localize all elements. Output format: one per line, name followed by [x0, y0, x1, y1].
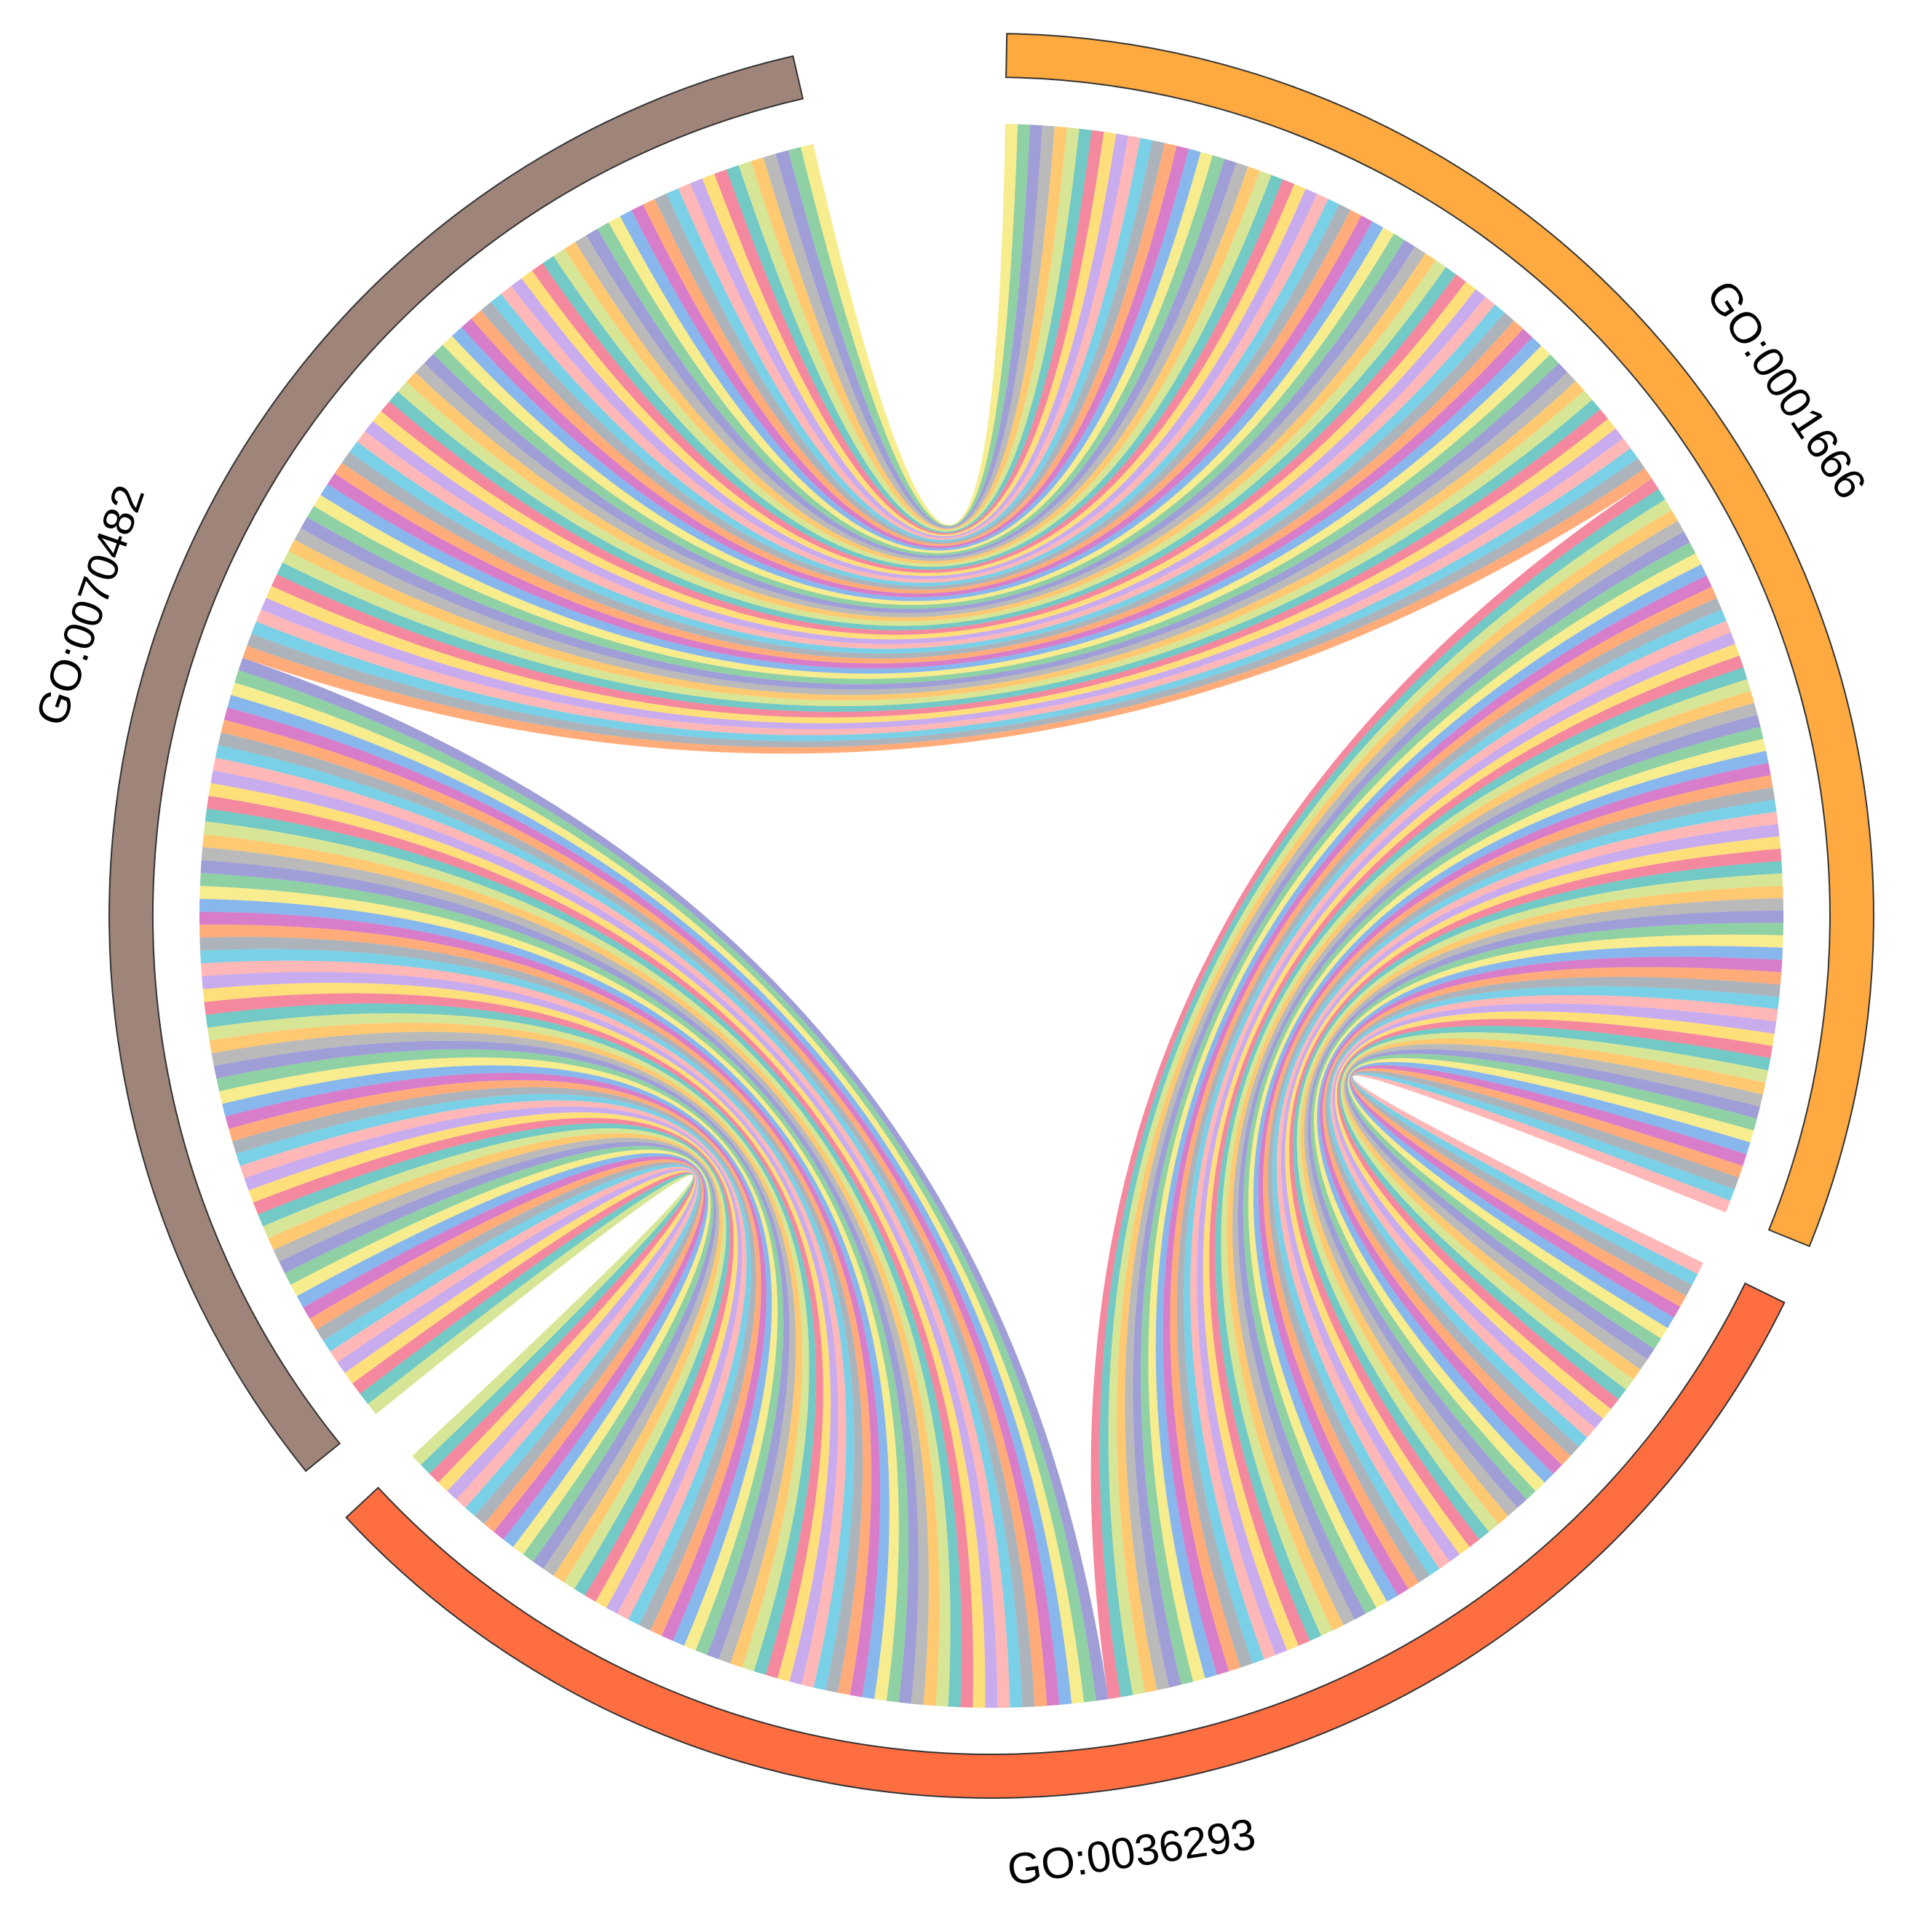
link-2-49: [279, 1141, 717, 1569]
link-3-27: [415, 246, 1426, 617]
link-3-58: [750, 126, 1067, 531]
link-3-28: [424, 239, 1415, 614]
sector-band-1: [1005, 33, 1874, 1248]
sector-band-2: [345, 1282, 1786, 1799]
link-3-59: [763, 125, 1055, 529]
link-3-42: [564, 166, 1260, 564]
link-1-42: [1320, 957, 1783, 1474]
link-1-51: [1340, 1032, 1769, 1390]
link-2-40: [236, 1093, 751, 1626]
link-2-55: [316, 1162, 702, 1524]
link-3-41: [553, 170, 1272, 567]
link-3-24: [389, 266, 1457, 630]
links-layer: [199, 124, 1784, 1709]
link-2-4: [227, 694, 1072, 1705]
link-3-26: [406, 253, 1436, 622]
link-3-40: [542, 175, 1283, 570]
link-2-52: [296, 1153, 708, 1548]
link-2-34: [216, 1049, 784, 1655]
link-1-15: [1197, 632, 1735, 1655]
link-1-53: [1344, 1044, 1763, 1370]
link-2-57: [330, 1166, 699, 1508]
link-1-41: [1317, 946, 1783, 1483]
sectors-layer: [108, 33, 1874, 1799]
link-2-56: [322, 1164, 700, 1516]
sector-label-2: GO:0036293: [1004, 1810, 1259, 1895]
link-1-16: [1203, 644, 1740, 1651]
link-1-62: [1352, 1074, 1730, 1275]
link-3-25: [397, 260, 1446, 626]
link-2-2: [234, 670, 1096, 1703]
link-3-29: [433, 233, 1405, 609]
link-1-60: [1351, 1071, 1739, 1296]
link-3-56: [726, 128, 1092, 534]
link-3-57: [738, 127, 1080, 532]
sector-band-3: [108, 55, 804, 1473]
sector-label-3: GO:0070482: [26, 479, 154, 732]
link-3-30: [443, 227, 1394, 606]
link-1-58: [1350, 1065, 1747, 1318]
link-3-43: [575, 162, 1248, 561]
link-1-1: [1090, 478, 1659, 1699]
link-2-33: [213, 1040, 790, 1660]
link-1-52: [1342, 1038, 1766, 1380]
link-2-41: [239, 1100, 747, 1620]
link-2-59: [344, 1170, 696, 1492]
link-1-17: [1209, 655, 1744, 1646]
link-2-54: [309, 1159, 704, 1532]
